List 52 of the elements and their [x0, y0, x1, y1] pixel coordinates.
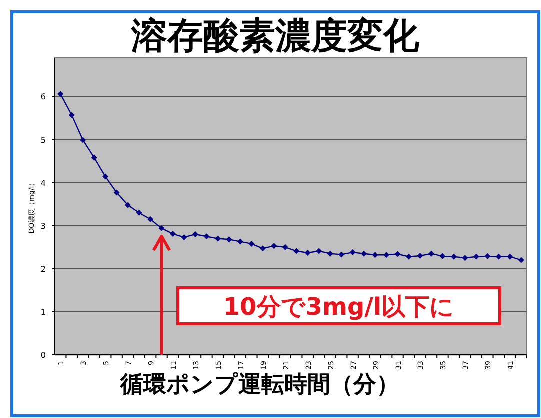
point [406, 254, 412, 260]
point [316, 248, 322, 254]
point [394, 251, 401, 258]
point [114, 190, 120, 196]
point [518, 257, 524, 264]
point [91, 154, 98, 161]
point [384, 252, 390, 258]
y-tick-label: 0 [40, 351, 46, 360]
point [68, 112, 75, 118]
point [214, 236, 221, 242]
chart-title: 溶存酸素濃度変化 [130, 16, 420, 57]
point [417, 253, 424, 259]
annotation: 10分で3mg/l以下に [223, 293, 455, 321]
point [181, 234, 188, 240]
point [170, 231, 176, 238]
y-tick-label: 1 [40, 308, 46, 317]
point [294, 248, 300, 254]
point [271, 243, 278, 250]
point [372, 252, 378, 258]
y-tick-label: 6 [40, 92, 46, 102]
point [136, 210, 142, 216]
point [125, 202, 132, 208]
point [304, 250, 311, 256]
point [282, 244, 288, 250]
point [428, 250, 434, 257]
y-tick-label: 2 [40, 264, 46, 274]
point [450, 254, 457, 260]
point [248, 240, 255, 247]
y-tick-label: 3 [40, 222, 46, 231]
point [260, 246, 266, 252]
point [204, 234, 210, 240]
point [507, 254, 514, 260]
point [102, 174, 109, 180]
y-tick-label: 4 [40, 178, 46, 188]
point [148, 216, 154, 222]
point [473, 254, 480, 260]
point [192, 231, 198, 238]
point [350, 250, 356, 256]
point [484, 253, 491, 260]
y-tick-label: 5 [40, 136, 46, 145]
point [237, 238, 244, 245]
x-axis-title: 循環ポンプ運転時間（分） [120, 372, 400, 398]
point [58, 91, 64, 98]
point [226, 236, 232, 243]
point [496, 254, 502, 260]
point [462, 255, 468, 262]
point [158, 225, 165, 232]
point [80, 137, 86, 144]
point [361, 250, 368, 257]
point [338, 252, 345, 258]
point [440, 253, 446, 260]
point [327, 250, 334, 257]
